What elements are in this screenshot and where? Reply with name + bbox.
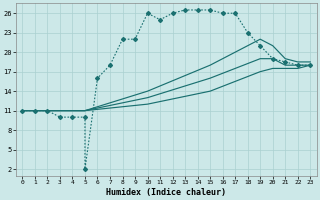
X-axis label: Humidex (Indice chaleur): Humidex (Indice chaleur) [106,188,226,197]
